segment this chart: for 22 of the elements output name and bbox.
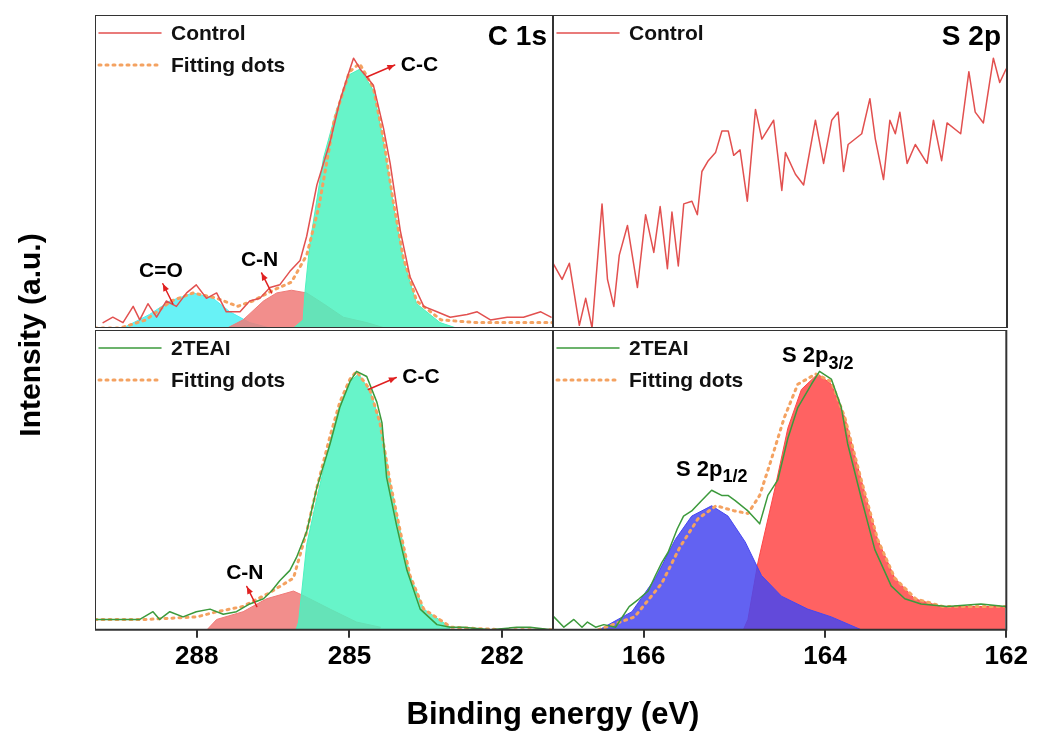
chart-title: S 2p bbox=[941, 20, 1002, 51]
annotation: C-N bbox=[226, 560, 264, 584]
x-tick-label: 282 bbox=[480, 639, 524, 670]
annotation: C-C bbox=[402, 364, 440, 388]
annotation: C-N bbox=[240, 246, 279, 270]
x-tick-label: 288 bbox=[175, 639, 219, 670]
x-tick-label: 162 bbox=[984, 639, 1029, 670]
annotation: C-C bbox=[400, 51, 439, 75]
x-tick-label: 285 bbox=[327, 639, 372, 670]
legend-label: Fitting dots bbox=[171, 53, 286, 76]
legend-label: Fitting dots bbox=[171, 368, 286, 391]
chart-title: C 1s bbox=[487, 20, 548, 51]
legend-label: Control bbox=[629, 21, 704, 44]
x-axis-title: Binding energy (eV) bbox=[405, 696, 701, 732]
legend-label: 2TEAI bbox=[171, 336, 231, 359]
x-tick-label: 164 bbox=[803, 639, 848, 670]
annotation: C=O bbox=[138, 257, 183, 281]
y-axis-title: Intensity (a.u.) bbox=[13, 232, 47, 439]
x-tick-label: 166 bbox=[621, 639, 666, 670]
legend-label: Control bbox=[171, 21, 246, 44]
legend-label: Fitting dots bbox=[629, 368, 744, 391]
legend-label: 2TEAI bbox=[629, 336, 689, 359]
